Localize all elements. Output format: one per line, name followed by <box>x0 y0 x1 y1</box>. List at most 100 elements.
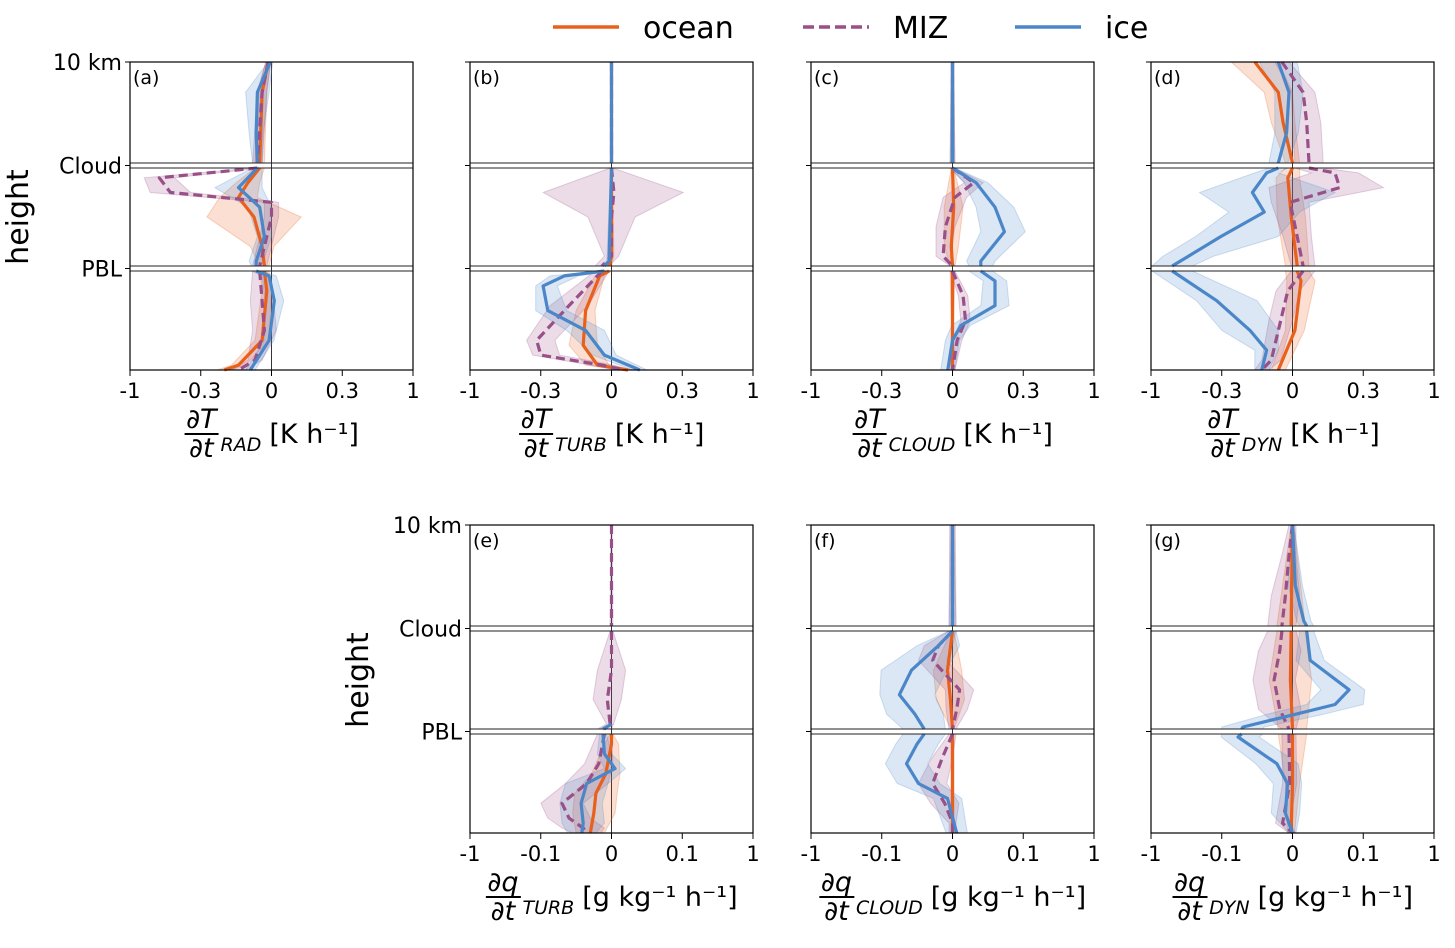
x-axis-label: ∂T ∂t TURB [K h⁻¹] <box>518 404 705 464</box>
line-miz <box>237 270 266 372</box>
y-tick-label: PBL <box>421 721 462 746</box>
x-tick-label: 1 <box>1427 842 1440 866</box>
units: [g kg⁻¹ h⁻¹] <box>582 881 738 913</box>
line-miz <box>1288 166 1342 267</box>
x-tick-label: 0.3 <box>1347 379 1380 403</box>
line-ice <box>1240 630 1351 730</box>
denominator: ∂t <box>1210 433 1235 464</box>
line-ice <box>897 629 954 730</box>
panel-label: (b) <box>473 67 500 89</box>
x-tick-label: 0 <box>946 842 959 866</box>
units: [K h⁻¹] <box>614 418 705 450</box>
line-miz <box>950 270 968 371</box>
numerator: ∂q <box>818 867 854 898</box>
x-tick-label: 0 <box>1286 842 1299 866</box>
numerator: ∂q <box>485 867 521 898</box>
line-ocean <box>588 734 614 834</box>
line-ocean <box>949 167 956 267</box>
numerator: ∂T <box>852 404 887 435</box>
x-axis-label: ∂T ∂t RAD [K h⁻¹] <box>184 406 359 462</box>
x-axis-label: ∂q ∂t DYN [g kg⁻¹ h⁻¹] <box>1172 869 1413 925</box>
denominator: ∂t <box>523 433 549 464</box>
line-ice <box>579 733 617 834</box>
x-tick-label: 1 <box>746 379 759 403</box>
line-ocean <box>1253 61 1295 164</box>
line-miz <box>1260 270 1305 372</box>
legend-label-ice: ice <box>1105 11 1148 46</box>
panel-label: (g) <box>1154 530 1181 552</box>
panel-b: -1 -0.3 0 0.3 1 (b) <box>460 61 760 403</box>
numerator: ∂T <box>518 404 554 435</box>
x-tick-label: 1 <box>1427 379 1440 403</box>
panel-label: (a) <box>133 67 159 89</box>
y-tick-label: 10 km <box>393 514 462 539</box>
fraction: ∂q ∂t <box>485 867 521 927</box>
units: [K h⁻¹] <box>963 418 1053 450</box>
denominator: ∂t <box>490 896 516 927</box>
units: [K h⁻¹] <box>269 418 359 450</box>
fraction: ∂T ∂t <box>518 404 554 464</box>
line-ice <box>1171 269 1269 371</box>
line-ice <box>1290 524 1309 627</box>
x-tick-label: -0.1 <box>520 842 561 866</box>
band-ice <box>1150 270 1279 371</box>
line-miz <box>157 166 274 267</box>
line-ice <box>1171 166 1279 268</box>
panel-g: -1 -0.1 0 0.1 1 (g) <box>1141 524 1441 866</box>
panel-e: 10 km Cloud PBL height -1 -0.1 0 0.1 1 (e) <box>341 514 760 866</box>
y-tick-label: PBL <box>81 258 122 283</box>
fraction: ∂q ∂t <box>818 867 854 927</box>
x-axis-label: ∂q ∂t CLOUD [g kg⁻¹ h⁻¹] <box>818 867 1086 927</box>
x-tick-label: 1 <box>1087 379 1100 403</box>
y-tick-label: Cloud <box>59 155 122 180</box>
line-miz <box>1280 524 1295 627</box>
subscript: CLOUD <box>855 897 923 919</box>
panel-label: (d) <box>1154 67 1181 89</box>
x-axis-label: ∂q ∂t TURB [g kg⁻¹ h⁻¹] <box>485 867 738 927</box>
line-ice <box>904 733 959 834</box>
line-ocean <box>223 270 269 372</box>
line-ocean <box>1286 167 1299 267</box>
y-tick-label: Cloud <box>399 618 462 643</box>
panel-a: 10 km Cloud PBL height -1 -0.3 0 0.3 1 (a) <box>1 51 420 403</box>
line-ice <box>248 269 276 371</box>
legend-label-miz: MIZ <box>893 11 948 46</box>
denominator: ∂t <box>824 896 849 927</box>
x-tick-label: 0 <box>1286 379 1299 403</box>
denominator: ∂t <box>857 433 882 464</box>
x-axis-label: ∂T ∂t DYN [K h⁻¹] <box>1205 404 1380 464</box>
x-tick-label: -0.3 <box>861 379 902 403</box>
panel-label: (f) <box>814 530 836 552</box>
line-ice <box>541 269 641 372</box>
line-ocean <box>1289 734 1295 834</box>
panel-label: (e) <box>473 530 500 552</box>
numerator: ∂T <box>1205 404 1240 435</box>
denominator: ∂t <box>1177 896 1202 927</box>
fraction: ∂T ∂t <box>1205 404 1240 464</box>
y-axis-label: height <box>341 632 376 728</box>
y-tick-label: 10 km <box>53 51 122 76</box>
x-tick-label: -1 <box>120 379 141 403</box>
x-tick-label: 0.3 <box>1007 379 1040 403</box>
legend-label-ocean: ocean <box>643 11 734 46</box>
panel-c: -1 -0.3 0 0.3 1 (c) <box>801 61 1101 403</box>
x-tick-label: 0 <box>265 379 278 403</box>
line-miz <box>535 269 624 372</box>
line-ice <box>602 722 613 731</box>
panel-f: -1 -0.1 0 0.1 1 (f) <box>801 524 1101 866</box>
denominator: ∂t <box>189 433 214 464</box>
subscript: DYN <box>1209 897 1250 919</box>
y-axis-label: height <box>1 169 36 265</box>
x-tick-label: 0.3 <box>666 379 699 403</box>
line-ice <box>951 166 1007 266</box>
line-ice <box>1276 61 1291 164</box>
subscript: TURB <box>555 434 607 456</box>
panel-label: (c) <box>814 67 839 89</box>
x-tick-label: -1 <box>460 842 481 866</box>
line-ice <box>236 166 266 266</box>
panel-d: -1 -0.3 0 0.3 1 (d) <box>1141 61 1441 403</box>
subscript: TURB <box>522 897 575 919</box>
x-tick-label: -0.3 <box>180 379 221 403</box>
